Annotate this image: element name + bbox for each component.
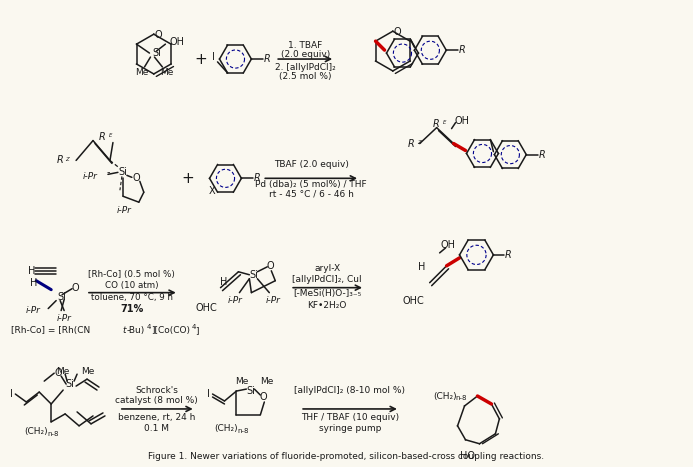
Text: Me: Me bbox=[135, 69, 148, 78]
Text: i-Pr: i-Pr bbox=[228, 296, 243, 305]
Text: O: O bbox=[259, 392, 267, 402]
Text: n-8: n-8 bbox=[238, 428, 249, 434]
Text: Si: Si bbox=[246, 386, 255, 396]
Text: H: H bbox=[220, 277, 227, 287]
Text: toluene, 70 °C, 9 h: toluene, 70 °C, 9 h bbox=[91, 293, 173, 302]
Text: -: - bbox=[106, 167, 109, 177]
Text: R: R bbox=[459, 45, 466, 55]
Text: O: O bbox=[54, 368, 62, 378]
Text: 0.1 M: 0.1 M bbox=[144, 425, 169, 433]
Text: OH: OH bbox=[454, 116, 469, 126]
Text: Si: Si bbox=[249, 270, 258, 280]
Text: Me: Me bbox=[55, 367, 69, 375]
Text: R: R bbox=[264, 54, 271, 64]
Text: i-Pr: i-Pr bbox=[57, 314, 71, 323]
Text: O: O bbox=[132, 173, 140, 184]
Text: 1. TBAF: 1. TBAF bbox=[288, 41, 322, 50]
Text: R: R bbox=[505, 250, 511, 260]
Text: OHC: OHC bbox=[195, 303, 218, 312]
Text: $_E$: $_E$ bbox=[108, 131, 114, 140]
Text: 4: 4 bbox=[192, 325, 196, 331]
Text: HO: HO bbox=[460, 451, 475, 460]
Text: Me: Me bbox=[261, 376, 274, 386]
Text: ][Co(CO): ][Co(CO) bbox=[151, 326, 190, 335]
Text: 2. [allylPdCl]₂: 2. [allylPdCl]₂ bbox=[275, 64, 335, 72]
Text: O: O bbox=[71, 283, 79, 293]
Text: $_E$: $_E$ bbox=[441, 118, 447, 127]
Text: $_Z$: $_Z$ bbox=[65, 155, 71, 164]
Text: Si: Si bbox=[57, 291, 66, 302]
Text: rt - 45 °C / 6 - 46 h: rt - 45 °C / 6 - 46 h bbox=[269, 190, 353, 199]
Text: $_Z$: $_Z$ bbox=[416, 138, 423, 147]
Text: I: I bbox=[207, 389, 210, 399]
Text: R: R bbox=[539, 149, 545, 160]
Text: H: H bbox=[418, 262, 426, 272]
Text: R: R bbox=[433, 119, 439, 128]
Text: Figure 1. Newer variations of fluoride-promoted, silicon-based-cross coupling re: Figure 1. Newer variations of fluoride-p… bbox=[148, 452, 544, 461]
Text: i-Pr: i-Pr bbox=[83, 172, 98, 181]
Text: (CH₂): (CH₂) bbox=[433, 391, 457, 401]
Text: aryl-X: aryl-X bbox=[314, 264, 340, 273]
Text: n-8: n-8 bbox=[47, 431, 59, 437]
Text: OH: OH bbox=[440, 240, 455, 250]
Text: 4: 4 bbox=[147, 325, 151, 331]
Text: catalyst (8 mol %): catalyst (8 mol %) bbox=[116, 396, 198, 405]
Text: +: + bbox=[182, 171, 194, 186]
Text: R: R bbox=[56, 156, 63, 165]
Text: benzene, rt, 24 h: benzene, rt, 24 h bbox=[118, 413, 195, 422]
Text: (2.0 equiv): (2.0 equiv) bbox=[281, 50, 330, 58]
Text: Me: Me bbox=[235, 376, 248, 386]
Text: THF / TBAF (10 equiv): THF / TBAF (10 equiv) bbox=[301, 413, 399, 422]
Text: Si: Si bbox=[152, 48, 161, 58]
Text: KF•2H₂O: KF•2H₂O bbox=[308, 301, 346, 310]
Text: O: O bbox=[155, 30, 163, 40]
Text: (2.5 mol %): (2.5 mol %) bbox=[279, 72, 331, 81]
Text: syringe pump: syringe pump bbox=[319, 425, 381, 433]
Text: OHC: OHC bbox=[403, 296, 425, 305]
Text: i-Pr: i-Pr bbox=[26, 306, 40, 315]
Text: (CH₂): (CH₂) bbox=[215, 425, 238, 433]
Text: Si: Si bbox=[66, 379, 75, 389]
Text: Pd (dba)₂ (5 mol%) / THF: Pd (dba)₂ (5 mol%) / THF bbox=[255, 180, 367, 189]
Text: TBAF (2.0 equiv): TBAF (2.0 equiv) bbox=[274, 160, 349, 169]
Text: H: H bbox=[28, 266, 35, 276]
Text: O: O bbox=[394, 27, 402, 37]
Text: Me: Me bbox=[159, 69, 173, 78]
Text: [Rh-Co] (0.5 mol %): [Rh-Co] (0.5 mol %) bbox=[89, 270, 175, 279]
Text: R: R bbox=[408, 139, 414, 149]
Text: [Rh-Co] = [Rh(CN: [Rh-Co] = [Rh(CN bbox=[11, 326, 91, 335]
Text: [allylPdCl]₂ (8-10 mol %): [allylPdCl]₂ (8-10 mol %) bbox=[295, 386, 405, 395]
Text: R: R bbox=[254, 173, 261, 184]
Text: -Bu): -Bu) bbox=[127, 326, 145, 335]
Text: Schrock's: Schrock's bbox=[135, 386, 178, 395]
Text: n-8: n-8 bbox=[456, 395, 467, 401]
Text: Me: Me bbox=[81, 367, 94, 375]
Text: [-MeSi(H)O-]₃₋₅: [-MeSi(H)O-]₃₋₅ bbox=[293, 289, 361, 298]
Text: (CH₂): (CH₂) bbox=[24, 427, 48, 436]
Text: [allylPdCl]₂, CuI: [allylPdCl]₂, CuI bbox=[292, 275, 362, 284]
Text: R: R bbox=[99, 132, 106, 142]
Text: ]: ] bbox=[195, 326, 199, 335]
Text: i-Pr: i-Pr bbox=[266, 296, 281, 305]
Text: t: t bbox=[123, 326, 126, 335]
Text: i-Pr: i-Pr bbox=[116, 205, 132, 215]
Text: X: X bbox=[208, 186, 215, 196]
Text: I: I bbox=[212, 52, 215, 62]
Text: Si: Si bbox=[119, 167, 128, 177]
Text: OH: OH bbox=[169, 37, 184, 47]
Text: I: I bbox=[10, 389, 12, 399]
Text: O: O bbox=[267, 261, 274, 271]
Text: +: + bbox=[194, 51, 207, 66]
Text: 71%: 71% bbox=[121, 304, 143, 313]
Text: CO (10 atm): CO (10 atm) bbox=[105, 281, 159, 290]
Text: H: H bbox=[30, 278, 37, 288]
